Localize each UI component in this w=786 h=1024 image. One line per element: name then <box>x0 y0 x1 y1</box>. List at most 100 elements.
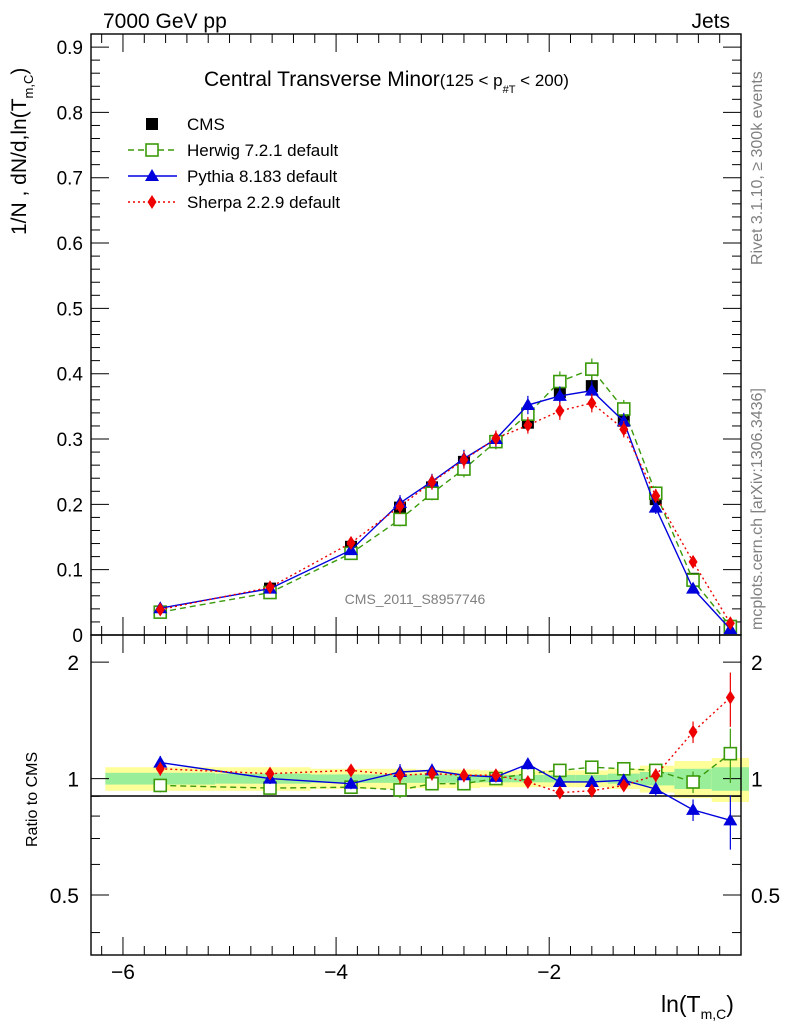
point-sherpa <box>346 535 356 550</box>
ratio-point-sherpa <box>395 768 405 783</box>
main-ytick-label: 0.2 <box>57 495 83 516</box>
x-axis-label: ln(Tm,C) <box>661 991 734 1022</box>
main-ytick-label: 0.8 <box>57 103 83 124</box>
ratio-point-herwig <box>153 778 168 793</box>
main-ytick-label: 0 <box>72 626 83 647</box>
ratio-point-herwig <box>585 760 599 775</box>
analysis-watermark: CMS_2011_S8957746 <box>345 591 486 607</box>
point-sherpa <box>555 403 565 418</box>
ratio-point-sherpa <box>155 761 165 776</box>
legend-label-pythia: Pythia 8.183 default <box>187 167 338 186</box>
chart-title-main: Central Transverse Minor <box>204 68 440 91</box>
series-sherpa <box>155 393 735 631</box>
point-pythia <box>520 398 535 411</box>
ratio-point-sherpa <box>688 724 698 739</box>
series-line-herwig <box>160 368 731 627</box>
ratio-point-pythia <box>648 781 663 794</box>
ratio-point-herwig <box>723 746 738 761</box>
chart-title-cut-sub: #T <box>503 84 516 96</box>
point-sherpa <box>155 602 165 617</box>
ratio-plot: 0.5 0.5 1 1 2 2 −6 −4 −2 Ratio to CMS ln(Tm,C) <box>24 634 780 1022</box>
legend-marker-cms <box>146 118 158 130</box>
ratio-ytick-label: 2 <box>67 652 79 675</box>
point-pythia <box>686 581 701 594</box>
ratio-band-inner <box>215 773 311 784</box>
point-pythia <box>552 388 567 401</box>
legend-label-cms: CMS <box>187 115 225 134</box>
point-sherpa <box>427 475 437 490</box>
ratio-point-herwig <box>686 775 700 789</box>
rivet-label: Rivet 3.1.10, ≥ 300k events <box>749 71 766 265</box>
ratio-point-sherpa <box>523 774 533 789</box>
point-sherpa <box>619 422 629 437</box>
legend: CMS Herwig 7.2.1 default Pythia 8.183 defa… <box>128 115 340 212</box>
point-sherpa <box>459 452 469 467</box>
legend-marker-sherpa <box>147 195 157 209</box>
main-ytick-label: 0.4 <box>57 365 84 386</box>
point-herwig <box>393 512 407 527</box>
ratio-point-sherpa <box>346 763 356 778</box>
ratio-point-pythia <box>584 774 599 787</box>
point-sherpa <box>395 499 405 514</box>
process-label: Jets <box>691 10 730 33</box>
ratio-point-sherpa <box>491 768 501 783</box>
ratio-point-pythia <box>686 802 701 815</box>
legend-entry-sherpa: Sherpa 2.2.9 default <box>128 193 340 212</box>
ratio-point-pythia <box>344 776 358 789</box>
main-ytick-label: 0.1 <box>57 561 83 582</box>
point-herwig <box>553 374 567 389</box>
x-axis-label-sub: m,C <box>701 1006 727 1022</box>
ratio-point-sherpa <box>619 778 629 793</box>
point-sherpa <box>651 488 661 503</box>
ratio-point-herwig <box>553 763 567 778</box>
main-ylabel-close: ) <box>8 68 31 75</box>
ratio-band-inner <box>310 774 376 783</box>
ratio-ytick-label-right: 2 <box>751 652 763 675</box>
series-line-pythia <box>160 389 731 630</box>
point-sherpa <box>523 418 533 433</box>
point-sherpa <box>491 431 501 446</box>
ratio-point-sherpa <box>725 690 735 705</box>
point-sherpa <box>688 554 698 569</box>
ratio-xtick-label: −4 <box>324 961 348 984</box>
ratio-frame <box>90 634 742 956</box>
ratio-xtick-label: −2 <box>537 961 561 984</box>
point-sherpa <box>587 396 597 411</box>
chart-title-cut-hi: < 200) <box>515 71 568 90</box>
main-ytick-label: 0.9 <box>57 38 83 59</box>
ratio-ytick-label: 1 <box>67 769 79 792</box>
main-ylabel: 1/N , dN/d,ln(Tm,C) <box>8 68 36 235</box>
main-ylabel-sub: m,C <box>21 75 36 99</box>
point-herwig <box>585 362 599 376</box>
legend-marker-pythia <box>145 169 159 181</box>
ratio-point-sherpa <box>587 783 597 798</box>
chart-title-cut-lo: (125 < p <box>440 71 503 90</box>
point-pythia <box>648 500 663 513</box>
ratio-ytick-label-right: 0.5 <box>751 885 780 908</box>
ratio-xtick-label: −6 <box>111 961 135 984</box>
ratio-band-inner <box>375 774 416 783</box>
ratio-point-herwig <box>393 783 407 797</box>
chart-title: Central Transverse Minor(125 < p#T < 200… <box>204 68 569 96</box>
ratio-ytick-label-right: 1 <box>751 769 763 792</box>
legend-marker-herwig <box>145 143 159 157</box>
point-sherpa <box>265 580 275 595</box>
legend-entry-cms: CMS <box>146 115 225 134</box>
main-ytick-label: 0.5 <box>57 299 83 320</box>
main-ytick-label: 0.7 <box>57 169 83 190</box>
series-line-sherpa <box>160 402 731 624</box>
legend-label-herwig: Herwig 7.2.1 default <box>187 141 338 160</box>
main-ytick-label: 0.3 <box>57 430 83 451</box>
ratio-point-sherpa <box>427 766 437 781</box>
main-plot: 0 0.1 0.2 0.3 0.4 0.5 0.6 0.7 0.8 0.9 Central Tra… <box>8 33 742 647</box>
energy-label: 7000 GeV pp <box>103 10 227 33</box>
ratio-point-pythia <box>520 757 535 770</box>
x-axis-label-text: ln(T <box>661 991 701 1017</box>
ratio-ytick-label: 0.5 <box>50 885 79 908</box>
ratio-point-pythia <box>723 813 738 826</box>
ratio-point-sherpa <box>651 768 661 783</box>
legend-entry-pythia: Pythia 8.183 default <box>128 167 338 186</box>
ratio-ylabel: Ratio to CMS <box>24 752 41 847</box>
ratio-series-sherpa <box>155 672 735 800</box>
